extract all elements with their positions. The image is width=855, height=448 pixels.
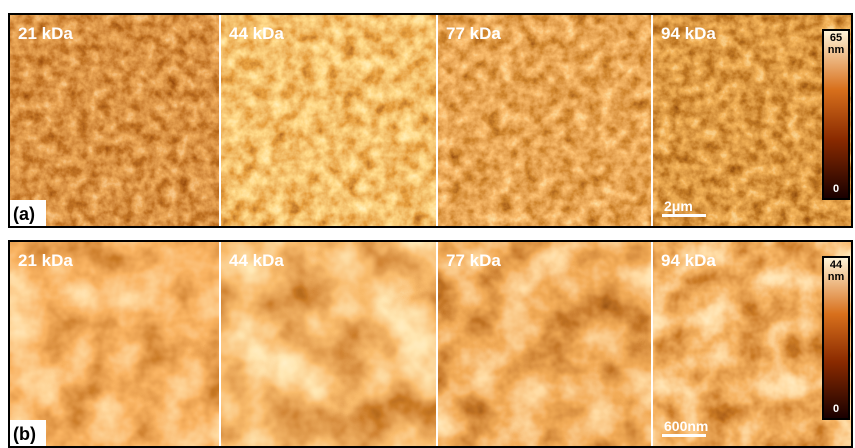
afm-image [653, 242, 851, 446]
colorbar-min: 0 [833, 183, 839, 195]
colorbar-unit: nm [828, 271, 845, 283]
afm-image [438, 15, 651, 226]
colorbar [824, 31, 848, 198]
afm-image [221, 15, 436, 226]
afm-image [221, 242, 436, 446]
panel-title: 44 kDa [229, 24, 284, 43]
panel-title: 77 kDa [446, 251, 501, 270]
panel-title: 21 kDa [18, 24, 73, 43]
colorbar-max: 65 [830, 32, 842, 44]
afm-image [438, 242, 651, 446]
divider [219, 15, 221, 226]
scalebar-label: 2μm [664, 198, 693, 214]
panel-label: (b) [13, 424, 36, 444]
panel-title: 44 kDa [229, 251, 284, 270]
divider [651, 242, 653, 446]
panel-title: 77 kDa [446, 24, 501, 43]
panel-title: 94 kDa [661, 24, 716, 43]
divider [436, 242, 438, 446]
divider [651, 15, 653, 226]
colorbar-min: 0 [833, 403, 839, 415]
figure: 21 kDa44 kDa77 kDa94 kDa(a)2μm65nm021 kD… [0, 0, 855, 448]
colorbar-unit: nm [828, 44, 845, 56]
afm-image [653, 15, 851, 226]
scalebar-label: 600nm [664, 418, 708, 434]
panel-title: 21 kDa [18, 251, 73, 270]
divider [219, 242, 221, 446]
afm-image [10, 242, 219, 446]
afm-image [10, 15, 219, 226]
panel-title: 94 kDa [661, 251, 716, 270]
panel-label: (a) [13, 204, 35, 224]
colorbar-max: 44 [830, 259, 843, 271]
divider [436, 15, 438, 226]
scalebar [662, 214, 706, 217]
scalebar [662, 434, 706, 437]
